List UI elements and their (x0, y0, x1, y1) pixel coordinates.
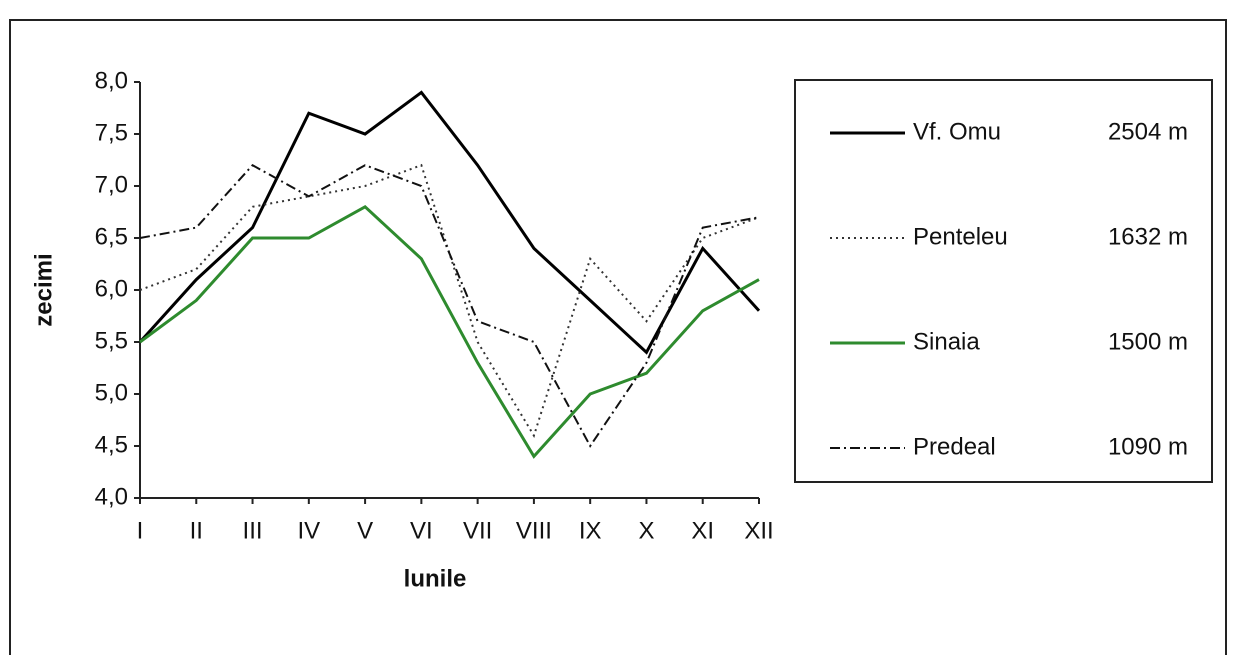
x-tick-label: VII (463, 517, 492, 544)
x-tick-label: I (137, 517, 144, 544)
series-line (139, 163, 760, 439)
x-tick-label: X (638, 517, 654, 544)
legend-label: Predeal (913, 433, 996, 460)
y-tick-label: 7,5 (95, 119, 128, 146)
y-tick-label: 5,5 (95, 327, 128, 354)
legend-label: Vf. Omu (913, 118, 1001, 145)
x-tick-label: VIII (516, 517, 552, 544)
y-tick-label: 5,0 (95, 379, 128, 406)
x-axis-label: lunile (404, 565, 467, 592)
x-tick-label: V (357, 517, 373, 544)
legend-box (794, 79, 1213, 483)
legend-altitude: 1632 m (1108, 223, 1188, 250)
legend-altitude: 2504 m (1108, 118, 1188, 145)
x-tick-label: III (243, 517, 263, 544)
x-tick-label: IX (579, 517, 602, 544)
y-tick-label: 6,5 (95, 223, 128, 250)
y-tick-label: 8,0 (95, 67, 128, 94)
legend-label: Sinaia (913, 328, 980, 355)
y-tick-label: 4,5 (95, 431, 128, 458)
x-tick-label: IV (297, 517, 320, 544)
x-tick-label: VI (410, 517, 433, 544)
y-tick-label: 4,0 (95, 483, 128, 510)
x-tick-label: XII (744, 517, 773, 544)
series-line (139, 204, 760, 459)
y-tick-label: 6,0 (95, 275, 128, 302)
legend-label: Penteleu (913, 223, 1008, 250)
y-axis-label: zecimi (30, 253, 57, 326)
x-tick-label: XI (691, 517, 714, 544)
series-line (138, 90, 761, 355)
series-line (139, 163, 760, 448)
frame (9, 19, 1227, 655)
x-tick-label: II (190, 517, 203, 544)
legend-altitude: 1500 m (1108, 328, 1188, 355)
legend-altitude: 1090 m (1108, 433, 1188, 460)
y-tick-label: 7,0 (95, 171, 128, 198)
